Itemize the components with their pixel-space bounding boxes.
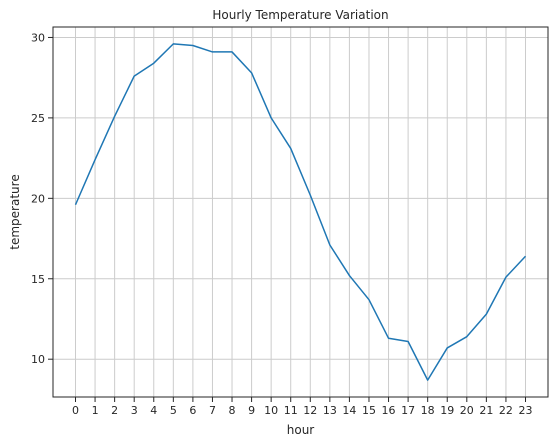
y-tick-label: 20 [31,192,45,205]
series-line [76,44,526,380]
x-tick-label: 22 [499,404,513,417]
x-tick-label: 21 [479,404,493,417]
x-tick-label: 5 [170,404,177,417]
x-tick-label: 19 [440,404,454,417]
x-tick-label: 1 [92,404,99,417]
x-tick-label: 11 [284,404,298,417]
x-tick-label: 14 [342,404,356,417]
x-tick-label: 20 [460,404,474,417]
x-tick-label: 7 [209,404,216,417]
x-tick-label: 0 [72,404,79,417]
chart-title: Hourly Temperature Variation [212,8,388,22]
x-tick-label: 2 [111,404,118,417]
x-tick-label: 6 [189,404,196,417]
x-tick-label: 12 [303,404,317,417]
series-layer [75,44,525,380]
x-tick-label: 18 [421,404,435,417]
x-axis-label: hour [287,423,315,437]
x-tick-label: 4 [150,404,157,417]
y-tick-label: 30 [31,31,45,44]
x-tick-label: 9 [248,404,255,417]
x-tick-label: 3 [131,404,138,417]
x-tick-label: 10 [264,404,278,417]
y-tick-label: 25 [31,112,45,125]
y-tick-label: 15 [31,273,45,286]
grid-layer [53,27,548,397]
y-tick-label: 10 [31,353,45,366]
x-tick-label: 15 [362,404,376,417]
x-tick-label: 13 [323,404,337,417]
x-tick-label: 8 [229,404,236,417]
plot-frame [53,27,548,397]
x-tick-label: 16 [382,404,396,417]
x-tick-label: 17 [401,404,415,417]
y-axis-label: temperature [8,174,22,249]
x-tick-label: 23 [519,404,533,417]
